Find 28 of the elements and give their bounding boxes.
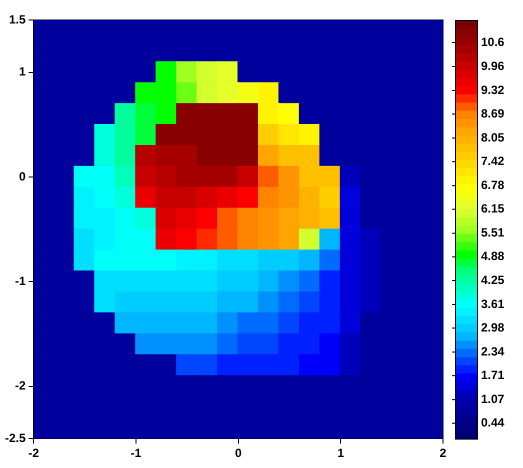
color-bar-label: 8.05 [481,130,505,144]
color-bar-label: 0.44 [481,416,505,430]
y-tick-label: 0 [18,169,26,184]
color-bar-label: 8.69 [481,106,505,120]
x-tick-label: 1 [337,446,344,460]
color-bar-label: 9.96 [481,58,505,73]
color-bar-label: 4.25 [481,272,505,287]
color-bar-label: 4.88 [481,249,505,264]
y-tick-label: -1 [15,274,26,288]
color-bar-label: 2.98 [481,320,505,334]
color-bar-label: 6.78 [481,178,505,192]
color-bar-label: 3.61 [481,296,505,311]
color-bar-label: 1.07 [481,392,505,406]
color-bar-label: 7.42 [481,154,505,168]
color-bar-label: 1.71 [481,368,505,382]
y-tick-label: -2 [15,378,26,393]
color-bar-label: 6.15 [481,202,505,216]
y-tick-label: 1.5 [8,12,26,26]
color-bar-label: 10.6 [481,34,505,49]
x-tick-label: 0 [234,446,242,460]
y-tick-label: -2.5 [4,430,26,445]
color-bar-label: 2.34 [481,344,505,358]
color-bar-label: 9.32 [481,82,505,97]
x-tick-label: -2 [28,446,40,460]
color-bar-label: 5.51 [481,226,505,240]
x-tick-label: -1 [130,446,142,460]
y-tick-label: 1 [18,64,26,79]
x-tick-label: 2 [440,446,447,460]
